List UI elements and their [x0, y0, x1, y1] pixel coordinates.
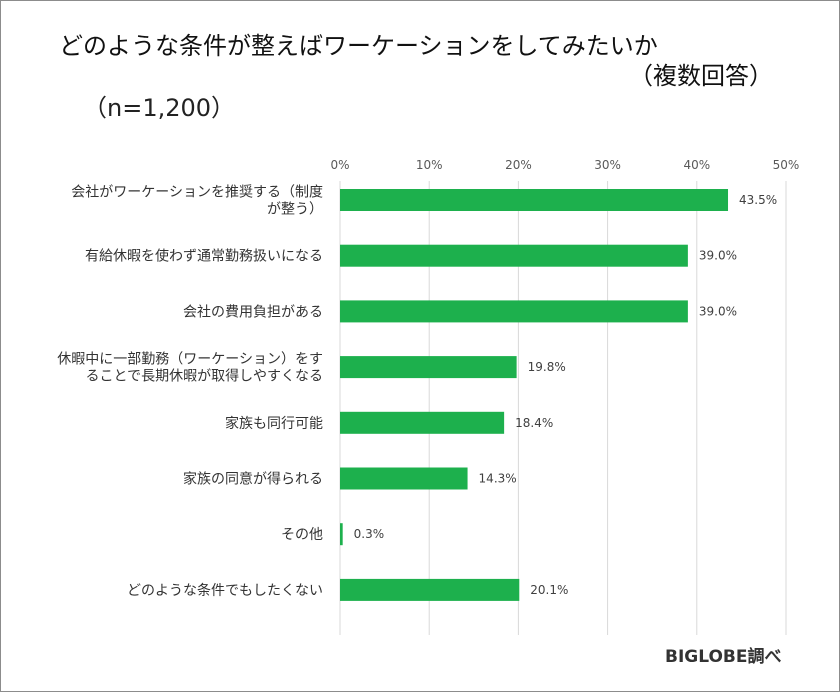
bar: [340, 467, 468, 490]
value-label: 19.8%: [528, 360, 566, 374]
x-tick-label: 30%: [594, 158, 621, 172]
x-tick-label: 40%: [683, 158, 710, 172]
category-label: 休暇中に一部勤務（ワーケーション）をす: [57, 352, 323, 368]
bar: [340, 300, 688, 323]
bar: [340, 523, 343, 546]
sample-size: （n=1,200）: [83, 94, 236, 122]
category-label: その他: [281, 527, 323, 543]
category-label: どのような条件でもしたくない: [127, 582, 323, 599]
value-label: 39.0%: [699, 249, 737, 263]
bar: [340, 356, 517, 379]
source-note: BIGLOBE調べ: [665, 647, 782, 667]
category-label: 家族の同意が得られる: [183, 471, 323, 488]
chart-title: どのような条件が整えばワーケーションをしてみたいか: [59, 32, 658, 60]
bar: [340, 411, 505, 434]
category-label: ることで長期休暇が取得しやすくなる: [86, 368, 323, 385]
x-tick-label: 50%: [773, 158, 800, 172]
x-tick-label: 10%: [416, 158, 443, 172]
chart-subtitle: （複数回答）: [629, 62, 773, 90]
value-label: 14.3%: [479, 472, 517, 486]
bar: [340, 578, 520, 601]
bar: [340, 244, 688, 267]
category-label: が整う）: [267, 202, 323, 218]
value-label: 0.3%: [354, 527, 385, 541]
value-label: 39.0%: [699, 304, 737, 318]
category-label: 会社の費用負担がある: [183, 304, 323, 320]
category-label: 会社がワーケーションを推奨する（制度: [71, 185, 323, 201]
value-label: 20.1%: [530, 583, 568, 597]
x-tick-label: 0%: [330, 158, 349, 172]
x-tick-label: 20%: [505, 158, 532, 172]
category-label: 家族も同行可能: [225, 415, 323, 432]
value-label: 43.5%: [739, 193, 777, 207]
category-label: 有給休暇を使わず通常勤務扱いになる: [85, 248, 323, 265]
bar: [340, 189, 729, 211]
value-label: 18.4%: [515, 416, 553, 430]
